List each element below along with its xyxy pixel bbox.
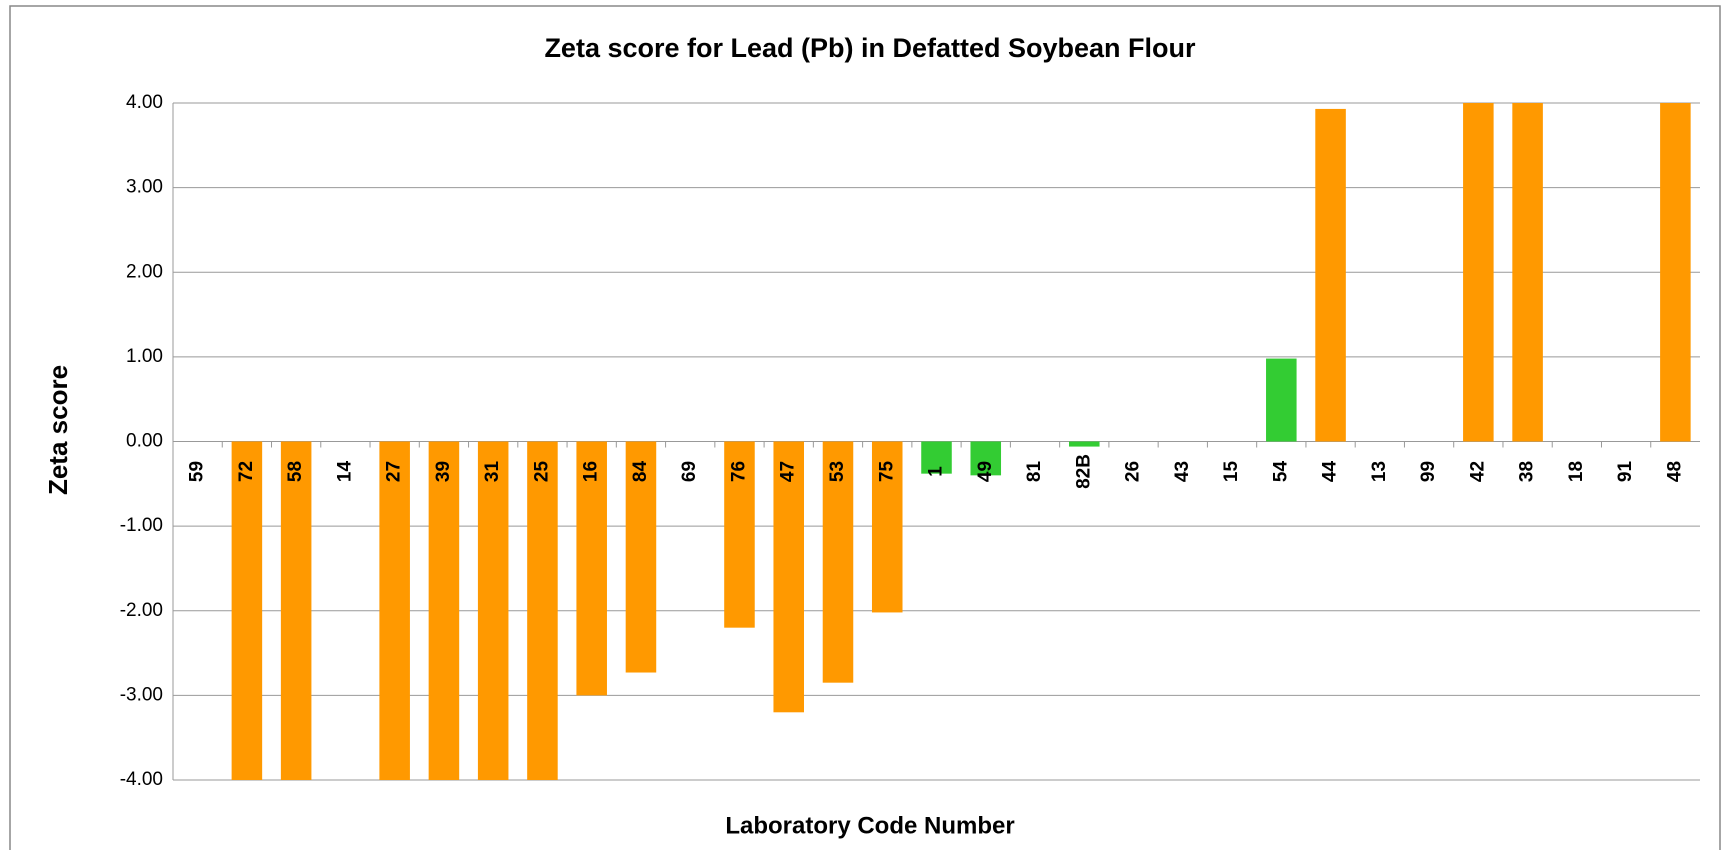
bar [428,441,460,780]
x-tick-label: 14 [334,461,355,483]
y-tick-label: 3.00 [126,177,163,198]
bar [1315,108,1346,442]
x-tick-label: 16 [581,461,602,482]
x-tick-label: 27 [384,461,405,482]
y-tick-label: -4.00 [120,769,163,790]
y-axis-title: Zeta score [43,365,73,495]
x-tick-label: 99 [1418,461,1439,482]
bar [1463,103,1494,442]
y-tick-label: -1.00 [120,515,163,536]
x-tick-label: 69 [679,461,700,482]
bar [280,441,312,780]
bar [527,441,558,780]
x-tick-label: 82B [1073,454,1094,489]
x-tick-label: 26 [1123,461,1144,482]
chart-title: Zeta score for Lead (Pb) in Defatted Soy… [544,33,1196,63]
y-tick-label: -2.00 [120,600,163,621]
bar [477,441,509,780]
chart-border [9,5,1721,850]
x-tick-label: 54 [1270,461,1291,483]
y-tick-label: 1.00 [126,346,163,367]
x-tick-label: 13 [1369,461,1390,482]
bar [1512,103,1543,442]
x-tick-label: 39 [433,461,454,482]
bar [822,441,854,683]
bar [379,441,410,780]
x-tick-label: 81 [1024,461,1045,483]
x-tick-label: 1 [926,466,947,477]
y-tick-label: 0.00 [126,431,163,452]
x-tick-label: 59 [187,461,208,482]
bar [970,441,1002,476]
x-tick-label: 31 [482,461,503,483]
y-tick-label: 2.00 [126,261,163,282]
bar [625,441,657,673]
x-tick-label: 53 [827,461,848,482]
x-tick-label: 58 [285,461,306,482]
x-tick-label: 76 [728,461,749,482]
x-tick-label: 47 [778,461,799,482]
bar [773,441,804,713]
x-tick-label: 75 [876,461,897,483]
bar [1660,103,1691,442]
x-tick-label: 48 [1664,461,1685,482]
y-tick-label: 4.00 [126,92,163,113]
bar [1069,441,1100,447]
x-tick-label: 84 [630,461,651,483]
x-tick-label: 38 [1517,461,1538,482]
bar [871,441,903,613]
x-tick-label: 44 [1320,461,1341,483]
bar [576,441,607,696]
x-tick-label: 42 [1467,461,1488,482]
y-tick-label: -3.00 [120,684,163,705]
x-tick-label: 15 [1221,461,1242,483]
x-tick-label: 18 [1566,461,1587,482]
bar [921,441,952,474]
x-axis-title: Laboratory Code Number [725,812,1014,839]
x-tick-label: 72 [236,461,257,482]
x-tick-label: 43 [1172,461,1193,482]
bar [1266,358,1297,442]
bar [231,441,263,780]
x-tick-label: 25 [531,461,552,483]
bar [724,441,755,628]
x-tick-label: 49 [975,461,996,482]
x-tick-label: 91 [1615,461,1636,483]
